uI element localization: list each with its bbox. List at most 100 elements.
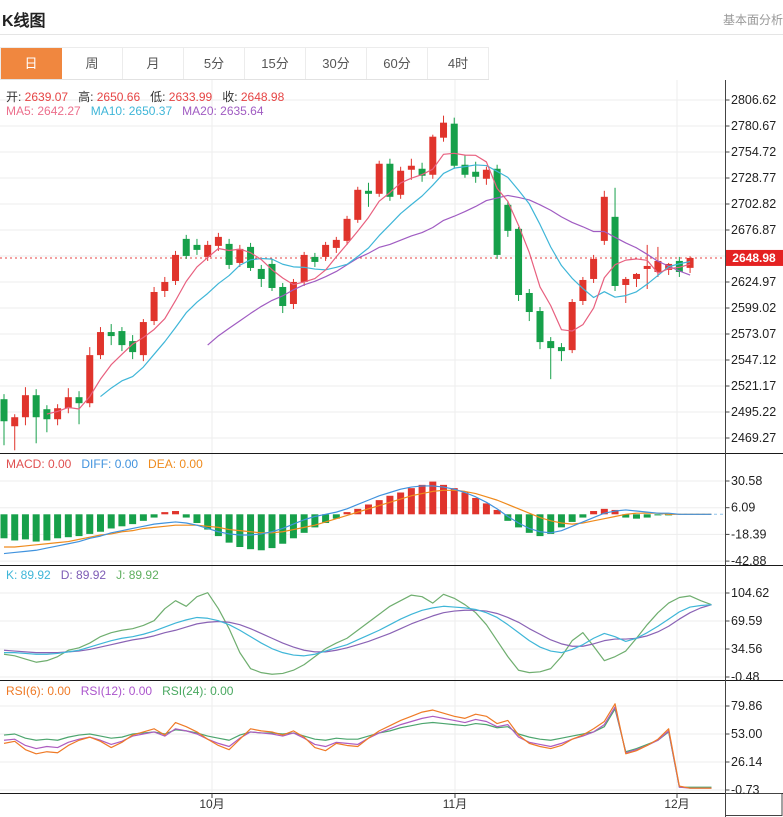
tab-30分[interactable]: 30分 — [306, 48, 367, 79]
candle-body — [354, 189, 362, 220]
rsi-tick-label: -0.73 — [731, 783, 760, 797]
ma5-line — [46, 152, 691, 415]
rsi12-line — [3, 706, 712, 789]
main-tick-label: 2728.77 — [731, 171, 776, 185]
macd-bar — [440, 484, 448, 515]
kdj-legend: K: 89.92 D: 89.92 J: 89.92 — [6, 568, 169, 582]
candle-body — [204, 244, 212, 257]
candle-body — [654, 260, 662, 272]
candle-body — [386, 163, 394, 197]
candle-body — [568, 302, 576, 351]
macd-bar — [150, 514, 158, 518]
candle-body — [182, 238, 190, 256]
tab-日[interactable]: 日 — [1, 48, 62, 79]
macd-bar — [375, 500, 383, 515]
macd-bar — [129, 514, 137, 525]
month-label: 11月 — [443, 797, 467, 811]
macd-bar — [579, 514, 587, 518]
j-line — [3, 592, 712, 675]
macd-bar — [461, 492, 469, 515]
current-price-tag — [726, 249, 783, 266]
macd-bar — [557, 514, 565, 528]
candle-body — [96, 332, 104, 356]
candle-body — [64, 397, 72, 409]
k-line — [4, 604, 712, 657]
candle-body — [139, 322, 147, 356]
kdj-tick-label: 104.62 — [731, 586, 769, 600]
macd-bar — [407, 488, 415, 515]
diff-line — [3, 485, 712, 555]
candle-body — [311, 256, 319, 262]
macd-bar — [515, 514, 523, 528]
candle-body — [289, 281, 297, 305]
dea-line — [4, 489, 712, 548]
macd-tick-label: 6.09 — [731, 501, 755, 515]
tab-60分[interactable]: 60分 — [367, 48, 428, 79]
tab-周[interactable]: 周 — [62, 48, 123, 79]
candle-body — [107, 332, 115, 337]
tab-4时[interactable]: 4时 — [428, 48, 489, 79]
month-label: 10月 — [199, 797, 224, 811]
macd-bar — [482, 503, 490, 515]
candle-body — [75, 397, 83, 404]
macd-bar — [343, 512, 351, 515]
macd-item-0: MACD: 0.00 — [6, 457, 72, 471]
candle-body — [343, 218, 351, 241]
macd-bar — [429, 481, 437, 515]
main-tick-label: 2624.97 — [731, 275, 776, 289]
candle-body — [643, 265, 651, 269]
candle-body — [236, 248, 244, 263]
macd-bar — [450, 488, 458, 515]
macd-bar — [397, 492, 405, 515]
macd-bar — [643, 514, 651, 518]
kdj-item-0: K: 89.92 — [6, 568, 51, 582]
rsi-tick-label: 53.00 — [731, 727, 762, 741]
macd-tick-label: -42.88 — [731, 554, 766, 568]
tab-bar: 日周月 5分 15分 30分 60分 4时 — [0, 47, 489, 80]
month-label: 12月 — [664, 797, 689, 811]
main-tick-label: 2521.17 — [731, 379, 776, 393]
macd-bar — [654, 514, 662, 516]
macd-bar — [21, 514, 29, 540]
macd-bar — [525, 514, 533, 533]
macd-bar — [536, 514, 544, 537]
kdj-tick-label: 34.56 — [731, 642, 762, 656]
macd-legend: MACD: 0.00 DIFF: 0.00 DEA: 0.00 — [6, 457, 213, 471]
macd-bar — [332, 514, 340, 519]
tab-月[interactable]: 月 — [123, 48, 184, 79]
candle-body — [54, 408, 62, 420]
candle-body — [172, 254, 180, 281]
candle-body — [32, 395, 40, 418]
rsi-tick-label: 26.14 — [731, 755, 762, 769]
macd-bar — [611, 509, 619, 515]
macd-bar — [54, 514, 62, 539]
current-price-tag-label: 2648.98 — [732, 251, 776, 265]
kdj-item-1: D: 89.92 — [60, 568, 107, 582]
ohlc-item-0: 开: 2639.07 — [6, 90, 69, 104]
fundamental-analysis-link[interactable]: 基本面分析 — [722, 13, 783, 27]
macd-bar — [64, 514, 72, 538]
tab-15分[interactable]: 15分 — [245, 48, 306, 79]
tab-5分[interactable]: 5分 — [184, 48, 245, 79]
macd-item-2: DEA: 0.00 — [148, 457, 203, 471]
candle-body — [461, 164, 469, 175]
macd-bar — [204, 514, 212, 530]
axis-corner-cell — [725, 793, 783, 816]
candle-body — [472, 171, 480, 177]
ma-item-0: MA5: 2642.27 — [6, 104, 81, 118]
candle-body — [525, 292, 533, 313]
kdj-tick-label: -0.48 — [731, 670, 760, 684]
candle-body — [440, 122, 448, 138]
candle-body — [257, 268, 265, 279]
ohlc-item-3: 收: 2648.98 — [222, 90, 285, 104]
candle-body — [418, 168, 426, 176]
ma-item-2: MA20: 2635.64 — [182, 104, 264, 118]
ma-item-1: MA10: 2650.37 — [90, 104, 173, 118]
candle-body — [407, 165, 415, 170]
macd-bar — [289, 514, 297, 539]
macd-bar — [107, 514, 115, 529]
macd-bar — [43, 514, 51, 541]
main-tick-label: 2754.72 — [731, 145, 776, 159]
candle-body — [0, 399, 8, 422]
